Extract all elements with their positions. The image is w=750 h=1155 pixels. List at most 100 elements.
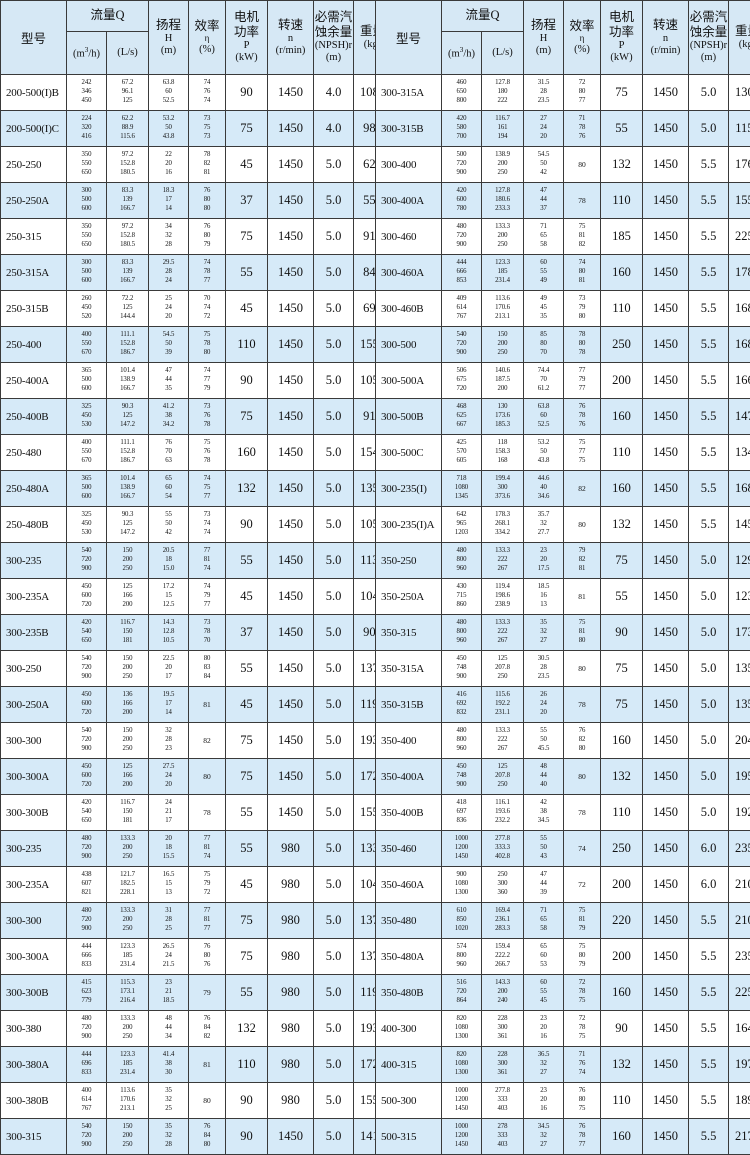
cell-npsh: 5.5 (689, 1011, 729, 1047)
cell-weight: 1974 (729, 1047, 750, 1083)
cell-speed: 1450 (268, 435, 314, 471)
cell-model: 300-315B (376, 111, 442, 147)
cell-motor-power: 250 (601, 327, 643, 363)
header-head: 扬程 H (m) (149, 1, 189, 75)
cell-npsh: 5.0 (314, 219, 354, 255)
cell-motor-power: 132 (601, 507, 643, 543)
cell-speed: 1450 (643, 507, 689, 543)
cell-npsh: 5.0 (314, 903, 354, 939)
cell-speed: 1450 (643, 363, 689, 399)
cell-npsh: 5.5 (689, 399, 729, 435)
cell-model: 300-235B (1, 615, 67, 651)
cell-model: 250-480A (1, 471, 67, 507)
table-header-right: 型号 流量Q 扬程 H (m) 效率 η (%) (376, 1, 750, 75)
header-efficiency: 效率 η (%) (564, 1, 601, 75)
cell-efficiency: 80 (189, 1083, 226, 1119)
cell-motor-power: 75 (601, 651, 643, 687)
cell-npsh: 5.5 (689, 1047, 729, 1083)
cell-model: 350-480 (376, 903, 442, 939)
cell-motor-power: 90 (226, 507, 268, 543)
cell-speed: 980 (268, 903, 314, 939)
cell-model: 250-250 (1, 147, 67, 183)
cell-motor-power: 75 (226, 219, 268, 255)
cell-speed: 1450 (268, 651, 314, 687)
pump-spec-table-left: 型号 流量Q 扬程 H (m) 效率 η (%) (0, 0, 392, 1155)
header-motor-power: 电机 功率 P (kW) (601, 1, 643, 75)
